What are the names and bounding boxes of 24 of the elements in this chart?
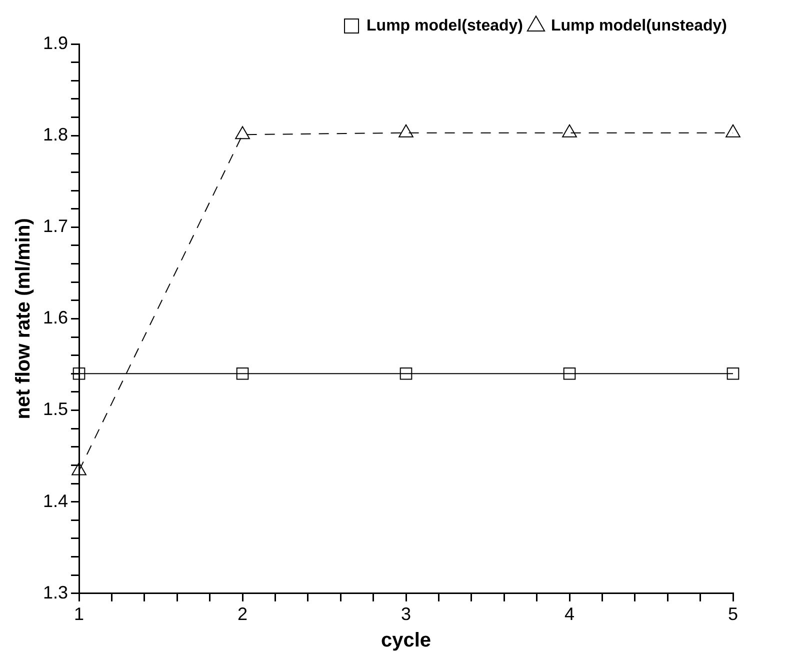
- point: [398, 124, 414, 138]
- legend-label: Lump model(steady): [366, 17, 523, 34]
- x-tick-label: 1: [74, 604, 84, 624]
- y-tick-label: 1.4: [42, 490, 68, 511]
- point: [563, 367, 576, 380]
- y-tick-label: 1.3: [42, 582, 68, 602]
- x-axis-title: cycle: [380, 630, 432, 652]
- y-tick-label: 1.6: [42, 308, 68, 328]
- legend-label: Lump model(unsteady): [550, 17, 728, 34]
- point: [726, 367, 740, 380]
- y-axis-title: net flow rate (ml/min): [12, 218, 35, 420]
- point: [562, 124, 577, 138]
- x-tick-label: 4: [564, 604, 575, 624]
- point: [726, 124, 740, 138]
- y-tick-label: 1.5: [42, 399, 68, 420]
- point: [236, 367, 249, 380]
- y-tick-label: 1.8: [42, 124, 68, 145]
- y-tick-label: 1.7: [42, 216, 68, 236]
- point: [235, 126, 250, 140]
- x-tick-label: 2: [238, 604, 248, 624]
- y-tick-label: 1.9: [42, 32, 68, 53]
- x-tick-label: 5: [728, 604, 738, 624]
- point: [400, 367, 412, 380]
- x-tick-label: 3: [401, 604, 412, 624]
